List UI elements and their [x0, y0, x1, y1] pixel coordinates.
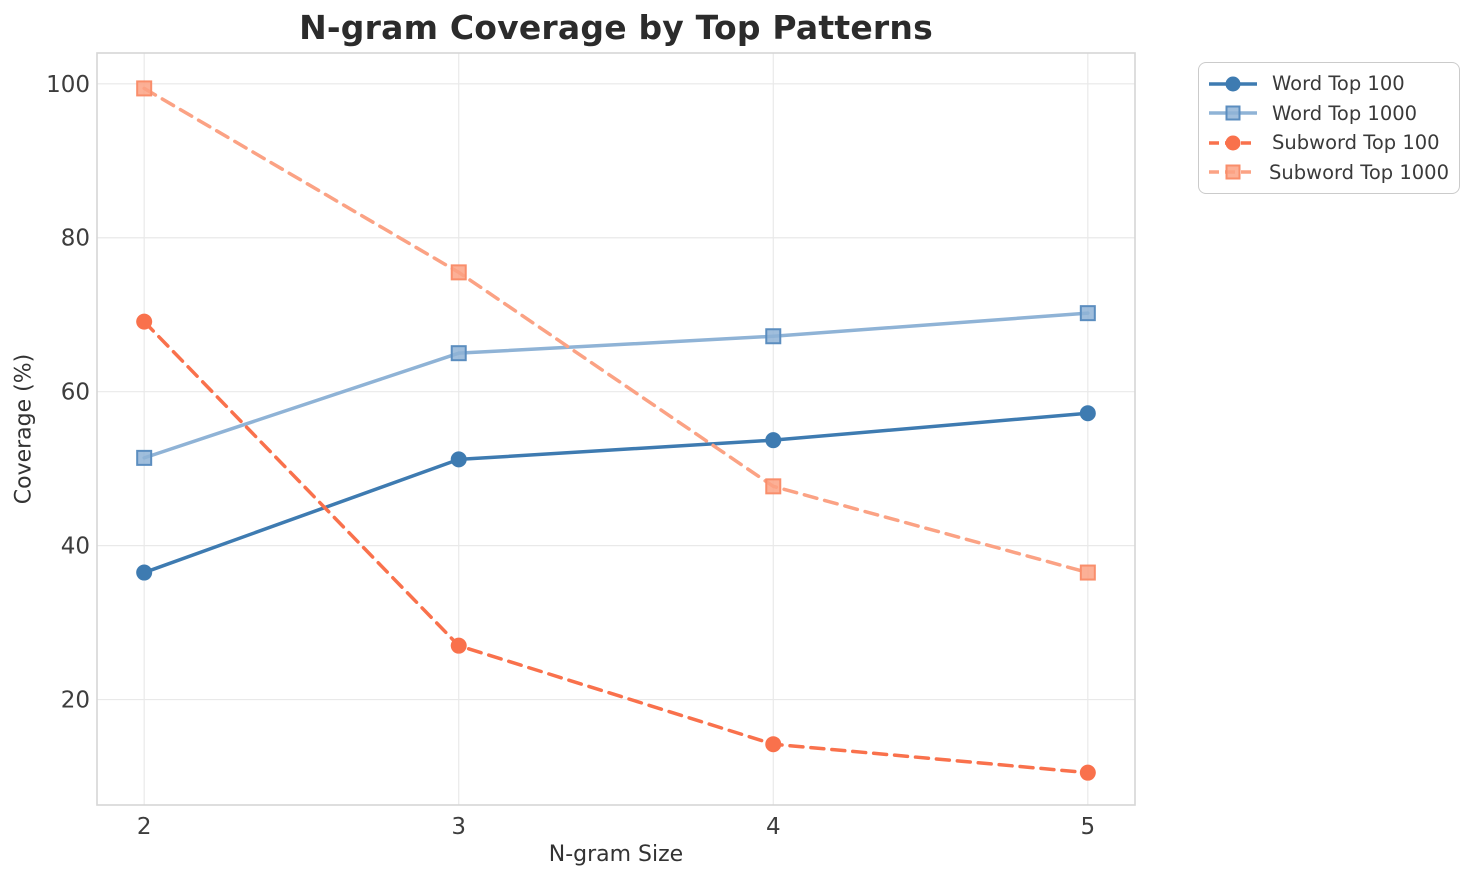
- legend-line-sample: [1209, 105, 1257, 121]
- y-tick-label: 80: [61, 226, 90, 252]
- series-line-subword-top-100: [142, 319, 1090, 775]
- x-tick-label: 4: [766, 814, 781, 840]
- data-point-marker: [450, 637, 467, 654]
- legend-label: Subword Top 1000: [1269, 160, 1449, 184]
- legend-label: Subword Top 100: [1272, 131, 1440, 155]
- legend-label: Word Top 100: [1272, 72, 1405, 96]
- legend-line-sample: [1209, 164, 1257, 180]
- circle-marker-icon: [1225, 135, 1241, 151]
- legend-item-word-top-1000: Word Top 1000: [1207, 99, 1449, 127]
- series-line-word-top-100: [142, 411, 1090, 575]
- circle-marker-icon: [1225, 76, 1241, 92]
- data-point-marker: [450, 345, 467, 362]
- y-tick-label: 20: [61, 688, 90, 714]
- y-tick-label: 60: [61, 380, 90, 406]
- legend-item-word-top-100: Word Top 100: [1207, 70, 1449, 98]
- chart-title: N-gram Coverage by Top Patterns: [299, 8, 933, 47]
- data-point-marker: [136, 449, 153, 466]
- legend-line-sample: [1209, 76, 1257, 92]
- series-line-subword-top-1000: [142, 86, 1090, 575]
- data-point-marker: [1079, 305, 1096, 322]
- data-point-marker: [765, 432, 782, 449]
- data-point-marker: [450, 451, 467, 468]
- series-line-word-top-1000: [142, 311, 1090, 460]
- y-axis-label: Coverage (%): [11, 353, 37, 505]
- legend: Word Top 100 Word Top 1000 Subword Top 100…: [1198, 62, 1460, 194]
- x-axis-label: N-gram Size: [548, 842, 684, 867]
- data-point-marker: [136, 564, 153, 581]
- x-tick-label: 5: [1080, 814, 1095, 840]
- plot-frame: [96, 52, 1136, 806]
- x-tick-label: 3: [451, 814, 466, 840]
- data-point-marker: [765, 736, 782, 753]
- legend-label: Word Top 1000: [1272, 101, 1418, 125]
- data-point-marker: [765, 478, 782, 495]
- square-marker-icon: [1225, 105, 1241, 121]
- x-tick-label: 2: [137, 814, 152, 840]
- data-point-marker: [136, 80, 153, 97]
- legend-item-subword-top-1000: Subword Top 1000: [1207, 158, 1449, 186]
- data-point-marker: [136, 313, 153, 330]
- y-tick-label: 100: [46, 72, 90, 98]
- legend-line-sample: [1209, 135, 1257, 151]
- data-point-marker: [450, 264, 467, 281]
- data-point-marker: [1079, 564, 1096, 581]
- data-point-marker: [1079, 405, 1096, 422]
- data-point-marker: [765, 328, 782, 345]
- plot-background: [97, 53, 1135, 805]
- data-point-marker: [1079, 764, 1096, 781]
- square-marker-icon: [1225, 164, 1241, 180]
- y-tick-label: 40: [61, 534, 90, 560]
- legend-item-subword-top-100: Subword Top 100: [1207, 129, 1449, 157]
